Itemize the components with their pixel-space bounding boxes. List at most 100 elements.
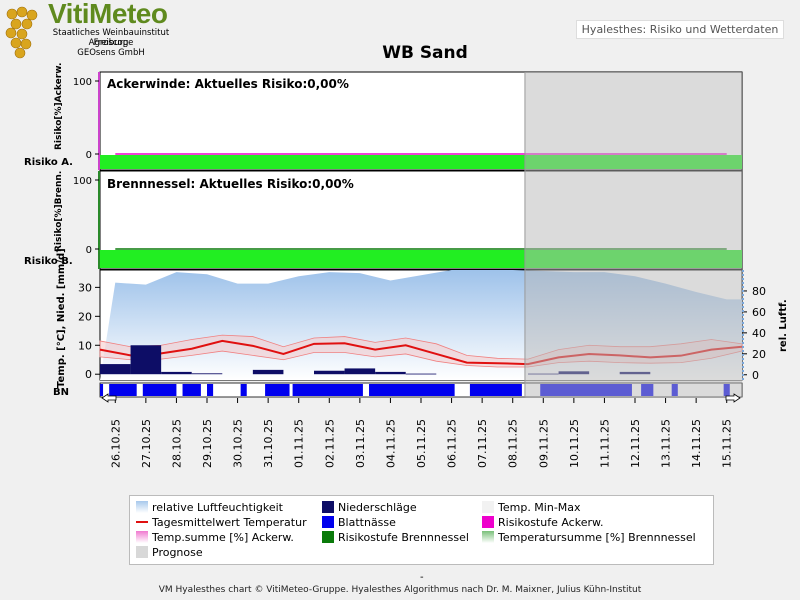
legend-item: Blattnässe xyxy=(322,516,396,529)
chart-area: 0 100 0 100 0 10 20 30 0 20 40 60 80 26.10.25 27.10.25… xyxy=(24,63,789,468)
x-tick-label: 01.11.25 xyxy=(293,419,306,468)
x-tick-label: 31.10.25 xyxy=(262,419,275,468)
leaf-wetness-row-label: BN xyxy=(53,387,69,398)
x-tick-label: 29.10.25 xyxy=(201,419,214,468)
y-tick-label-left: 10 xyxy=(78,339,92,352)
legend-item: Tagesmittelwert Temperatur xyxy=(136,516,307,529)
legend-label: Risikostufe Ackerw. xyxy=(498,516,604,529)
y-tick-label: 0 xyxy=(86,245,92,256)
institute-line-1: Staatliches Weinbauinstitut Freiburg xyxy=(52,28,170,48)
leaf-wetness-segment xyxy=(265,384,290,396)
x-tick-label: 04.11.25 xyxy=(384,419,397,468)
legend-item: Risikostufe Brennnessel xyxy=(322,531,469,544)
risk-ackerw-swatch xyxy=(482,516,494,528)
leaf-wetness-swatch xyxy=(322,516,334,528)
chart-title: WB Sand xyxy=(382,43,468,63)
x-tick-label: 30.10.25 xyxy=(232,419,245,468)
humidity-swatch xyxy=(136,501,148,513)
precip-bar xyxy=(375,371,406,375)
y-tick-label: 0 xyxy=(86,150,92,161)
y-tick-label-right: 40 xyxy=(752,327,766,340)
x-tick-label: 05.11.25 xyxy=(415,419,428,468)
y-tick-label: 100 xyxy=(73,176,92,187)
weather-ylabel-left: Temp. [°C], Nied. [mm/d] xyxy=(56,248,67,388)
legend-label: Temperatursumme [%] Brennnessel xyxy=(498,531,696,544)
legend-label: relative Luftfeuchtigkeit xyxy=(152,501,283,514)
leaf-wetness-segment xyxy=(109,384,137,396)
logo-wordmark: VitiMeteo xyxy=(48,0,168,29)
risk-a-row-label: Risiko A. xyxy=(24,157,73,168)
precip-bar xyxy=(314,370,345,375)
legend-label: Prognose xyxy=(152,546,203,559)
footer-credit: VM Hyalesthes chart © VitiMeteo-Gruppe. … xyxy=(158,585,642,595)
x-tick-label: 03.11.25 xyxy=(354,419,367,468)
leaf-wetness-segment xyxy=(142,384,177,396)
legend-label: Tagesmittelwert Temperatur xyxy=(152,516,307,529)
weather-ylabel-right: rel. Luftf. xyxy=(778,299,789,352)
forecast-overlay xyxy=(524,72,742,398)
leaf-wetness-segment xyxy=(100,384,104,396)
y-tick-label-right: 60 xyxy=(752,306,766,319)
x-tick-label: 07.11.25 xyxy=(476,419,489,468)
legend-label: Temp. Min-Max xyxy=(498,501,581,514)
precip-swatch xyxy=(322,501,334,513)
precip-bar xyxy=(191,373,223,375)
tempsum-ackerw-swatch xyxy=(136,531,148,543)
y-tick-label-left: 0 xyxy=(85,368,92,381)
x-tick-label: 28.10.25 xyxy=(170,419,183,468)
legend-item: relative Luftfeuchtigkeit xyxy=(136,501,283,514)
legend-item: Temp. Min-Max xyxy=(482,501,581,514)
legend-item: Temperatursumme [%] Brennnessel xyxy=(482,531,696,544)
x-tick-label: 09.11.25 xyxy=(537,419,550,468)
brennnessel-ylabel: Risiko[%]Brenn. xyxy=(54,171,64,252)
institute-line-2: Agroscope xyxy=(88,38,134,48)
app-label: Hyalesthes: Risiko und Wetterdaten xyxy=(576,20,784,39)
ackerwinde-ylabel: Risiko[%]Ackerw. xyxy=(54,63,64,150)
footer-dash: - xyxy=(420,572,424,583)
x-tick-label: 10.11.25 xyxy=(568,419,581,468)
x-tick-label: 11.11.25 xyxy=(598,419,611,468)
scroll-right-icon[interactable] xyxy=(725,393,741,403)
risk-b-row-label: Risiko B. xyxy=(24,256,73,267)
legend-item: Temp.summe [%] Ackerw. xyxy=(136,531,294,544)
x-tick-label: 06.11.25 xyxy=(446,419,459,468)
precip-bar xyxy=(344,368,376,375)
x-tick-label: 14.11.25 xyxy=(690,419,703,468)
leaf-wetness-segment xyxy=(182,384,201,396)
x-tick-label: 12.11.25 xyxy=(629,419,642,468)
x-tick-label: 08.11.25 xyxy=(507,419,520,468)
precip-bar xyxy=(100,364,131,375)
temp-minmax-swatch xyxy=(482,501,494,513)
precip-bar xyxy=(161,371,192,375)
scroll-left-icon[interactable] xyxy=(101,393,117,403)
leaf-wetness-segment xyxy=(240,384,247,396)
legend-label: Risikostufe Brennnessel xyxy=(338,531,469,544)
precip-bar xyxy=(252,369,284,375)
legend-item: Risikostufe Ackerw. xyxy=(482,516,603,529)
institute-line-3: GEOsens GmbH xyxy=(77,48,145,58)
grape-logo-icon xyxy=(5,6,38,59)
tempsum-brenn-swatch xyxy=(482,531,494,543)
precip-bar xyxy=(405,373,437,375)
forecast-swatch xyxy=(136,546,148,558)
leaf-wetness-segment xyxy=(469,384,522,396)
temp-mean-swatch xyxy=(136,521,148,523)
y-tick-label: 100 xyxy=(73,77,92,88)
legend-label: Temp.summe [%] Ackerw. xyxy=(152,531,294,544)
ackerwinde-panel-title: Ackerwinde: Aktuelles Risiko:0,00% xyxy=(107,77,349,91)
brennnessel-panel-title: Brennnessel: Aktuelles Risiko:0,00% xyxy=(107,177,354,191)
x-tick-label: 15.11.25 xyxy=(721,419,734,468)
x-tick-label: 02.11.25 xyxy=(323,419,336,468)
leaf-wetness-segment xyxy=(369,384,455,396)
risk-brenn-swatch xyxy=(322,531,334,543)
legend: relative Luftfeuchtigkeit Niederschläge … xyxy=(129,495,714,565)
x-tick-label: 26.10.25 xyxy=(109,419,122,468)
legend-label: Blattnässe xyxy=(338,516,396,529)
x-tick-label: 27.10.25 xyxy=(140,419,153,468)
leaf-wetness-segment xyxy=(207,384,214,396)
x-tick-label: 13.11.25 xyxy=(660,419,673,468)
y-tick-label-right: 0 xyxy=(752,369,759,382)
precip-bar xyxy=(130,345,162,375)
leaf-wetness-segment xyxy=(292,384,363,396)
legend-item: Niederschläge xyxy=(322,501,417,514)
